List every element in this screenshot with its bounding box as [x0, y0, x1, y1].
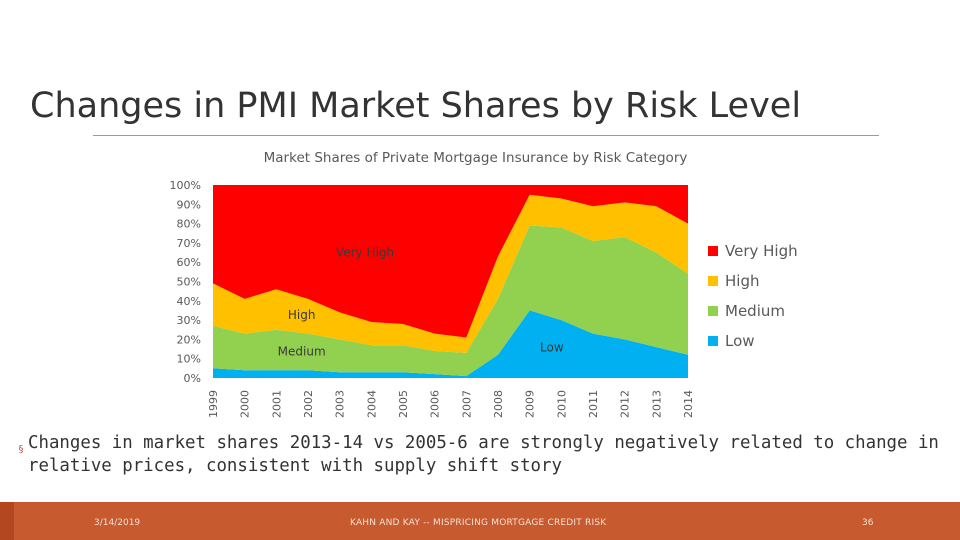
footer-caption: KAHN AND KAY -- MISPRICING MORTGAGE CRED… [350, 518, 607, 528]
footer-accent [0, 502, 14, 540]
x-tick-label: 2006 [429, 390, 442, 418]
y-tick-label: 10% [177, 353, 201, 366]
x-tick-label: 2008 [492, 390, 505, 418]
area-label-medium: Medium [278, 345, 326, 359]
series-area-very-high [213, 185, 688, 338]
footer-bar [0, 502, 960, 540]
bullet-text: Changes in market shares 2013-14 vs 2005… [28, 433, 939, 476]
y-tick-label: 20% [177, 333, 201, 346]
x-tick-label: 2009 [524, 390, 537, 418]
page-number: 36 [862, 518, 874, 528]
area-label-low: Low [540, 341, 564, 355]
x-tick-label: 2001 [270, 390, 283, 418]
slide-title: Changes in PMI Market Shares by Risk Lev… [30, 86, 802, 126]
market-share-chart: Market Shares of Private Mortgage Insura… [170, 150, 798, 418]
x-tick-label: 2014 [682, 390, 695, 418]
y-tick-label: 30% [177, 314, 201, 327]
series-area-medium [213, 225, 688, 377]
y-tick-label: 100% [170, 179, 201, 192]
legend-swatch-high [708, 276, 718, 286]
y-tick-label: 60% [177, 256, 201, 269]
legend-swatch-medium [708, 306, 718, 316]
x-tick-label: 2004 [365, 390, 378, 418]
x-tick-label: 2013 [650, 390, 663, 418]
chart-title: Market Shares of Private Mortgage Insura… [264, 150, 688, 166]
x-tick-label: 2012 [619, 390, 632, 418]
y-tick-label: 90% [177, 198, 201, 211]
y-tick-label: 40% [177, 295, 201, 308]
x-tick-label: 2007 [460, 390, 473, 418]
series-area-high [213, 194, 688, 353]
x-tick-label: 2010 [555, 390, 568, 418]
y-tick-label: 80% [177, 218, 201, 231]
x-tick-label: 2011 [587, 390, 600, 418]
bullet-point: § Changes in market shares 2013-14 vs 20… [18, 432, 948, 478]
legend-label-high: High [725, 272, 759, 290]
legend-label-medium: Medium [725, 302, 785, 320]
x-tick-label: 1999 [207, 390, 220, 418]
y-tick-label: 50% [177, 276, 201, 289]
x-tick-label: 2003 [334, 390, 347, 418]
x-tick-label: 2000 [239, 390, 252, 418]
title-underline [93, 135, 879, 136]
y-tick-label: 0% [184, 372, 201, 385]
footer-date: 3/14/2019 [94, 518, 141, 528]
legend-swatch-very-high [708, 246, 718, 256]
x-tick-label: 2005 [397, 390, 410, 418]
bullet-marker-icon: § [18, 444, 25, 455]
legend-label-low: Low [725, 332, 755, 350]
y-tick-label: 70% [177, 237, 201, 250]
legend-label-very-high: Very High [725, 242, 798, 260]
area-label-high: High [288, 308, 316, 322]
legend-swatch-low [708, 336, 718, 346]
x-tick-label: 2002 [302, 390, 315, 418]
area-label-very-high: Very High [336, 246, 394, 260]
series-area-low [213, 310, 688, 378]
